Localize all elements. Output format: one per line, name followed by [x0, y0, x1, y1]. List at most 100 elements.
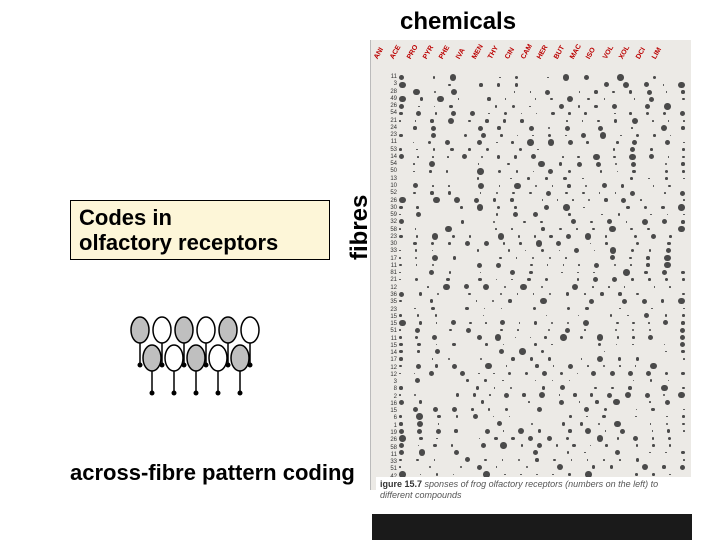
response-dot	[565, 192, 568, 195]
response-dot	[563, 177, 567, 181]
response-dot	[583, 207, 585, 209]
response-dot	[635, 416, 637, 418]
response-dot	[433, 197, 440, 204]
response-dot	[568, 429, 572, 433]
response-dot	[450, 74, 457, 81]
dot-grid	[399, 74, 685, 478]
response-dot	[461, 220, 465, 224]
response-dot	[460, 206, 463, 209]
response-dot	[544, 205, 549, 210]
response-dot	[612, 104, 617, 109]
response-dot	[498, 233, 505, 240]
response-dot	[494, 387, 496, 389]
response-dot	[629, 90, 633, 94]
response-dot	[680, 335, 685, 340]
response-dot	[496, 213, 499, 216]
dot-row	[399, 189, 685, 196]
response-dot	[552, 474, 554, 476]
response-dot	[646, 112, 650, 116]
response-dot	[399, 314, 402, 317]
response-dot	[477, 263, 482, 268]
response-dot	[628, 371, 633, 376]
response-dot	[569, 415, 572, 418]
response-dot	[530, 337, 532, 339]
fibre-label: 81	[373, 270, 397, 276]
response-dot	[683, 120, 685, 122]
response-dot	[399, 250, 401, 252]
dot-row	[399, 204, 685, 211]
dot-row	[399, 391, 685, 398]
response-dot	[669, 286, 671, 288]
fibre-label: 51	[373, 466, 397, 472]
response-dot	[505, 98, 507, 100]
response-dot	[629, 154, 636, 161]
response-dot	[535, 364, 539, 368]
response-dot	[665, 177, 668, 180]
response-dot	[644, 271, 648, 275]
response-dot	[431, 307, 435, 311]
dot-row	[399, 110, 685, 117]
response-dot	[434, 106, 436, 108]
response-dot	[479, 438, 481, 440]
response-dot	[534, 343, 537, 346]
response-matrix-plot: ANIACEPROPYRPHEIVAMENTHYCINCAMHERBUTMACI…	[370, 40, 691, 490]
response-dot	[529, 192, 532, 195]
response-dot	[610, 314, 613, 317]
response-dot	[550, 98, 553, 101]
response-dot	[456, 415, 459, 418]
response-dot	[477, 168, 484, 175]
response-dot	[560, 385, 565, 390]
response-dot	[568, 213, 571, 216]
response-dot	[640, 199, 642, 201]
response-dot	[650, 379, 653, 382]
response-dot	[399, 373, 401, 375]
fibre-label: 36	[373, 292, 397, 298]
response-dot	[666, 91, 668, 93]
fibre-label: 11	[373, 74, 397, 80]
response-dot	[415, 257, 418, 260]
response-dot	[533, 212, 538, 217]
response-dot	[632, 329, 635, 332]
response-dot	[447, 156, 449, 158]
response-dot	[630, 191, 635, 196]
response-dot	[560, 334, 567, 341]
response-dot	[587, 98, 590, 101]
response-dot	[531, 423, 534, 426]
response-dot	[586, 141, 589, 144]
response-dot	[556, 241, 561, 246]
response-dot	[623, 269, 630, 276]
fibre-label: 15	[373, 408, 397, 414]
response-dot	[668, 437, 672, 441]
response-dot	[476, 300, 478, 302]
response-dot	[533, 293, 535, 295]
dot-row	[399, 298, 685, 305]
response-dot	[652, 430, 654, 432]
dot-row	[399, 456, 685, 463]
response-dot	[433, 148, 436, 151]
across-fibre-label: across-fibre pattern coding	[70, 460, 355, 486]
response-dot	[623, 82, 630, 89]
receptor-terminal	[172, 391, 177, 396]
response-dot	[492, 300, 495, 303]
response-dot	[436, 473, 439, 476]
response-dot	[399, 343, 403, 347]
response-dot	[578, 105, 581, 108]
response-dot	[636, 444, 639, 447]
response-dot	[678, 204, 685, 211]
dot-row	[399, 117, 685, 124]
dot-row	[399, 247, 685, 254]
response-dot	[429, 371, 434, 376]
response-dot	[416, 364, 421, 369]
response-dot	[681, 350, 685, 354]
response-dot	[429, 161, 436, 168]
response-dot	[636, 134, 640, 138]
response-dot	[571, 459, 573, 461]
response-dot	[665, 170, 669, 174]
response-dot	[683, 459, 685, 461]
response-dot	[449, 105, 453, 109]
response-dot	[636, 357, 640, 361]
response-dot	[484, 459, 487, 462]
response-dot	[542, 386, 546, 390]
response-dot	[614, 421, 621, 428]
response-dot	[399, 415, 402, 418]
